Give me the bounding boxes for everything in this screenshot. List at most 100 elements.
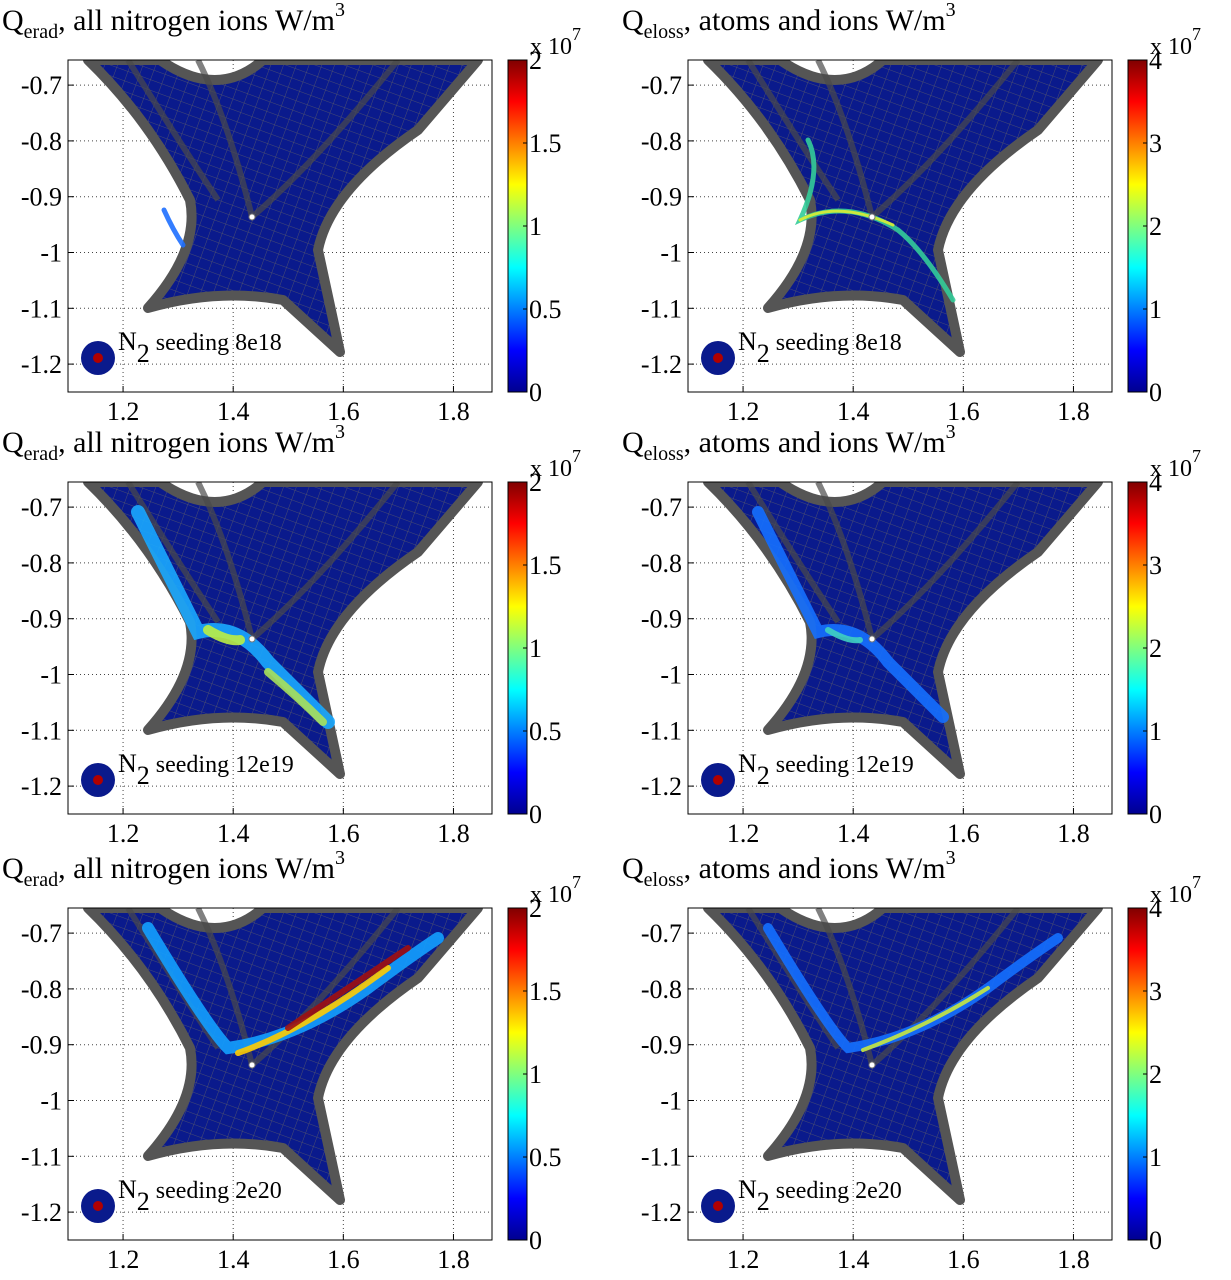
y-tick-label: -1 [660,661,682,690]
title-symbol: Q [2,4,24,37]
y-tick-label: -0.8 [641,549,682,578]
annotation-text: seeding 8e18 [770,330,902,356]
title-superscript: 3 [335,421,345,443]
hot-spot [285,945,411,1031]
x-tick-label: 1.2 [727,819,760,848]
colorbar-tick-label: 0 [529,1226,542,1255]
panel-title: Qeloss, atoms and ions W/m3 [622,847,956,891]
heatmap [708,482,1098,774]
x-tick-label: 1.6 [947,819,980,848]
annotation-text: seeding 12e19 [770,752,914,778]
colorbar-multiplier: x 107 [1150,24,1201,60]
y-tick-label: -0.8 [21,975,62,1004]
title-superscript: 3 [946,0,956,21]
marker-inner [713,775,723,785]
axes-frame [67,59,493,393]
hot-spot [203,625,245,646]
colorbar-tick-label: 0.5 [529,295,562,324]
colorbar-multiplier: x 107 [1150,872,1201,908]
hot-spot [264,668,327,726]
x-point [248,1061,256,1069]
y-tick-label: -0.7 [641,71,682,100]
marker-inner [93,353,103,363]
x-tick-label: 1.4 [837,819,870,848]
panel-title: Qerad, all nitrogen ions W/m3 [2,0,345,43]
x-tick-label: 1.8 [437,1245,470,1274]
title-symbol: Q [622,852,644,885]
colorbar-tick-label: 3 [1149,977,1162,1006]
annotation-subscript: 2 [757,761,770,790]
colorbar-tick-label: 2 [1149,634,1162,663]
colorbar-tick-label: 1 [1149,295,1162,324]
y-tick-label: -0.9 [21,605,62,634]
panel: 1.2 1.4 1.6 1.8-1.2-1.1-1-0.9-0.8-0.7N2 see… [622,847,1201,1274]
panel-title: Qerad, all nitrogen ions W/m3 [2,847,345,891]
marker-inner [713,353,723,363]
axes-frame [687,481,1113,815]
x-tick-label: 1.4 [217,819,250,848]
colorbar-tick-label: 1 [1149,717,1162,746]
x-tick-label: 1.6 [947,1245,980,1274]
title-symbol: Q [622,4,644,37]
y-tick-label: -0.8 [21,127,62,156]
panel-title: Qeloss, atoms and ions W/m3 [622,0,956,43]
x-tick-label: 1.6 [327,819,360,848]
axes-frame [67,907,493,1241]
colorbar-tick-label: 2 [529,894,542,923]
colorbar-tick-label: 2 [1149,212,1162,241]
x-point [248,635,256,643]
title-symbol: Q [2,852,24,885]
colorbar-tick-label: 0 [1149,800,1162,829]
title-superscript: 3 [946,421,956,443]
x-tick-label: 1.4 [837,1245,870,1274]
y-tick-label: -0.9 [641,1031,682,1060]
hot-spot [235,965,391,1056]
y-tick-label: -1.2 [641,772,682,801]
annotation-subscript: 2 [757,1187,770,1216]
colorbar-tick-label: 0.5 [529,717,562,746]
colorbar-tick-label: 2 [529,468,542,497]
colorbar-tick-label: 0 [529,378,542,407]
hot-spot [825,627,863,644]
colorbar-tick-label: 0 [1149,1226,1162,1255]
panel-title: Qerad, all nitrogen ions W/m3 [2,421,345,465]
y-tick-label: -1.1 [21,716,62,745]
y-tick-label: -0.9 [21,183,62,212]
x-tick-label: 1.8 [1057,397,1090,426]
y-tick-label: -1.2 [21,772,62,801]
hot-spot [752,506,949,723]
title-subscript: erad [24,21,58,43]
annotation-species: N [738,327,757,356]
y-tick-label: -1.2 [21,350,62,379]
annotation: N2 seeding 8e18 [118,327,282,368]
annotation-text: seeding 2e20 [150,1178,282,1204]
y-tick-label: -1.2 [641,350,682,379]
colorbar-tick-label: 2 [1149,1060,1162,1089]
y-tick-label: -0.8 [641,127,682,156]
heatmap [88,60,478,352]
multiplier-base: x 10 [530,456,572,482]
y-tick-label: -1.1 [641,716,682,745]
y-tick-label: -1.1 [21,1142,62,1171]
annotation-species: N [118,749,137,778]
colorbar-tick-label: 4 [1149,46,1162,75]
annotation: N2 seeding 2e20 [118,1175,282,1216]
y-tick-label: -0.7 [641,493,682,522]
annotation-subscript: 2 [137,1187,150,1216]
y-tick-label: -0.8 [21,549,62,578]
axes-frame [67,481,493,815]
colorbar-tick-label: 3 [1149,129,1162,158]
x-point [868,213,876,221]
x-tick-label: 1.4 [217,397,250,426]
y-tick-label: -0.9 [21,1031,62,1060]
marker-inner [93,775,103,785]
colorbar-tick-label: 3 [1149,551,1162,580]
x-tick-label: 1.2 [727,397,760,426]
multiplier-base: x 10 [1150,34,1192,60]
title-subscript: eloss [644,443,684,465]
title-text: , atoms and ions W/m [684,426,946,459]
annotation-species: N [738,749,757,778]
x-tick-label: 1.8 [437,397,470,426]
heatmap [88,908,478,1200]
